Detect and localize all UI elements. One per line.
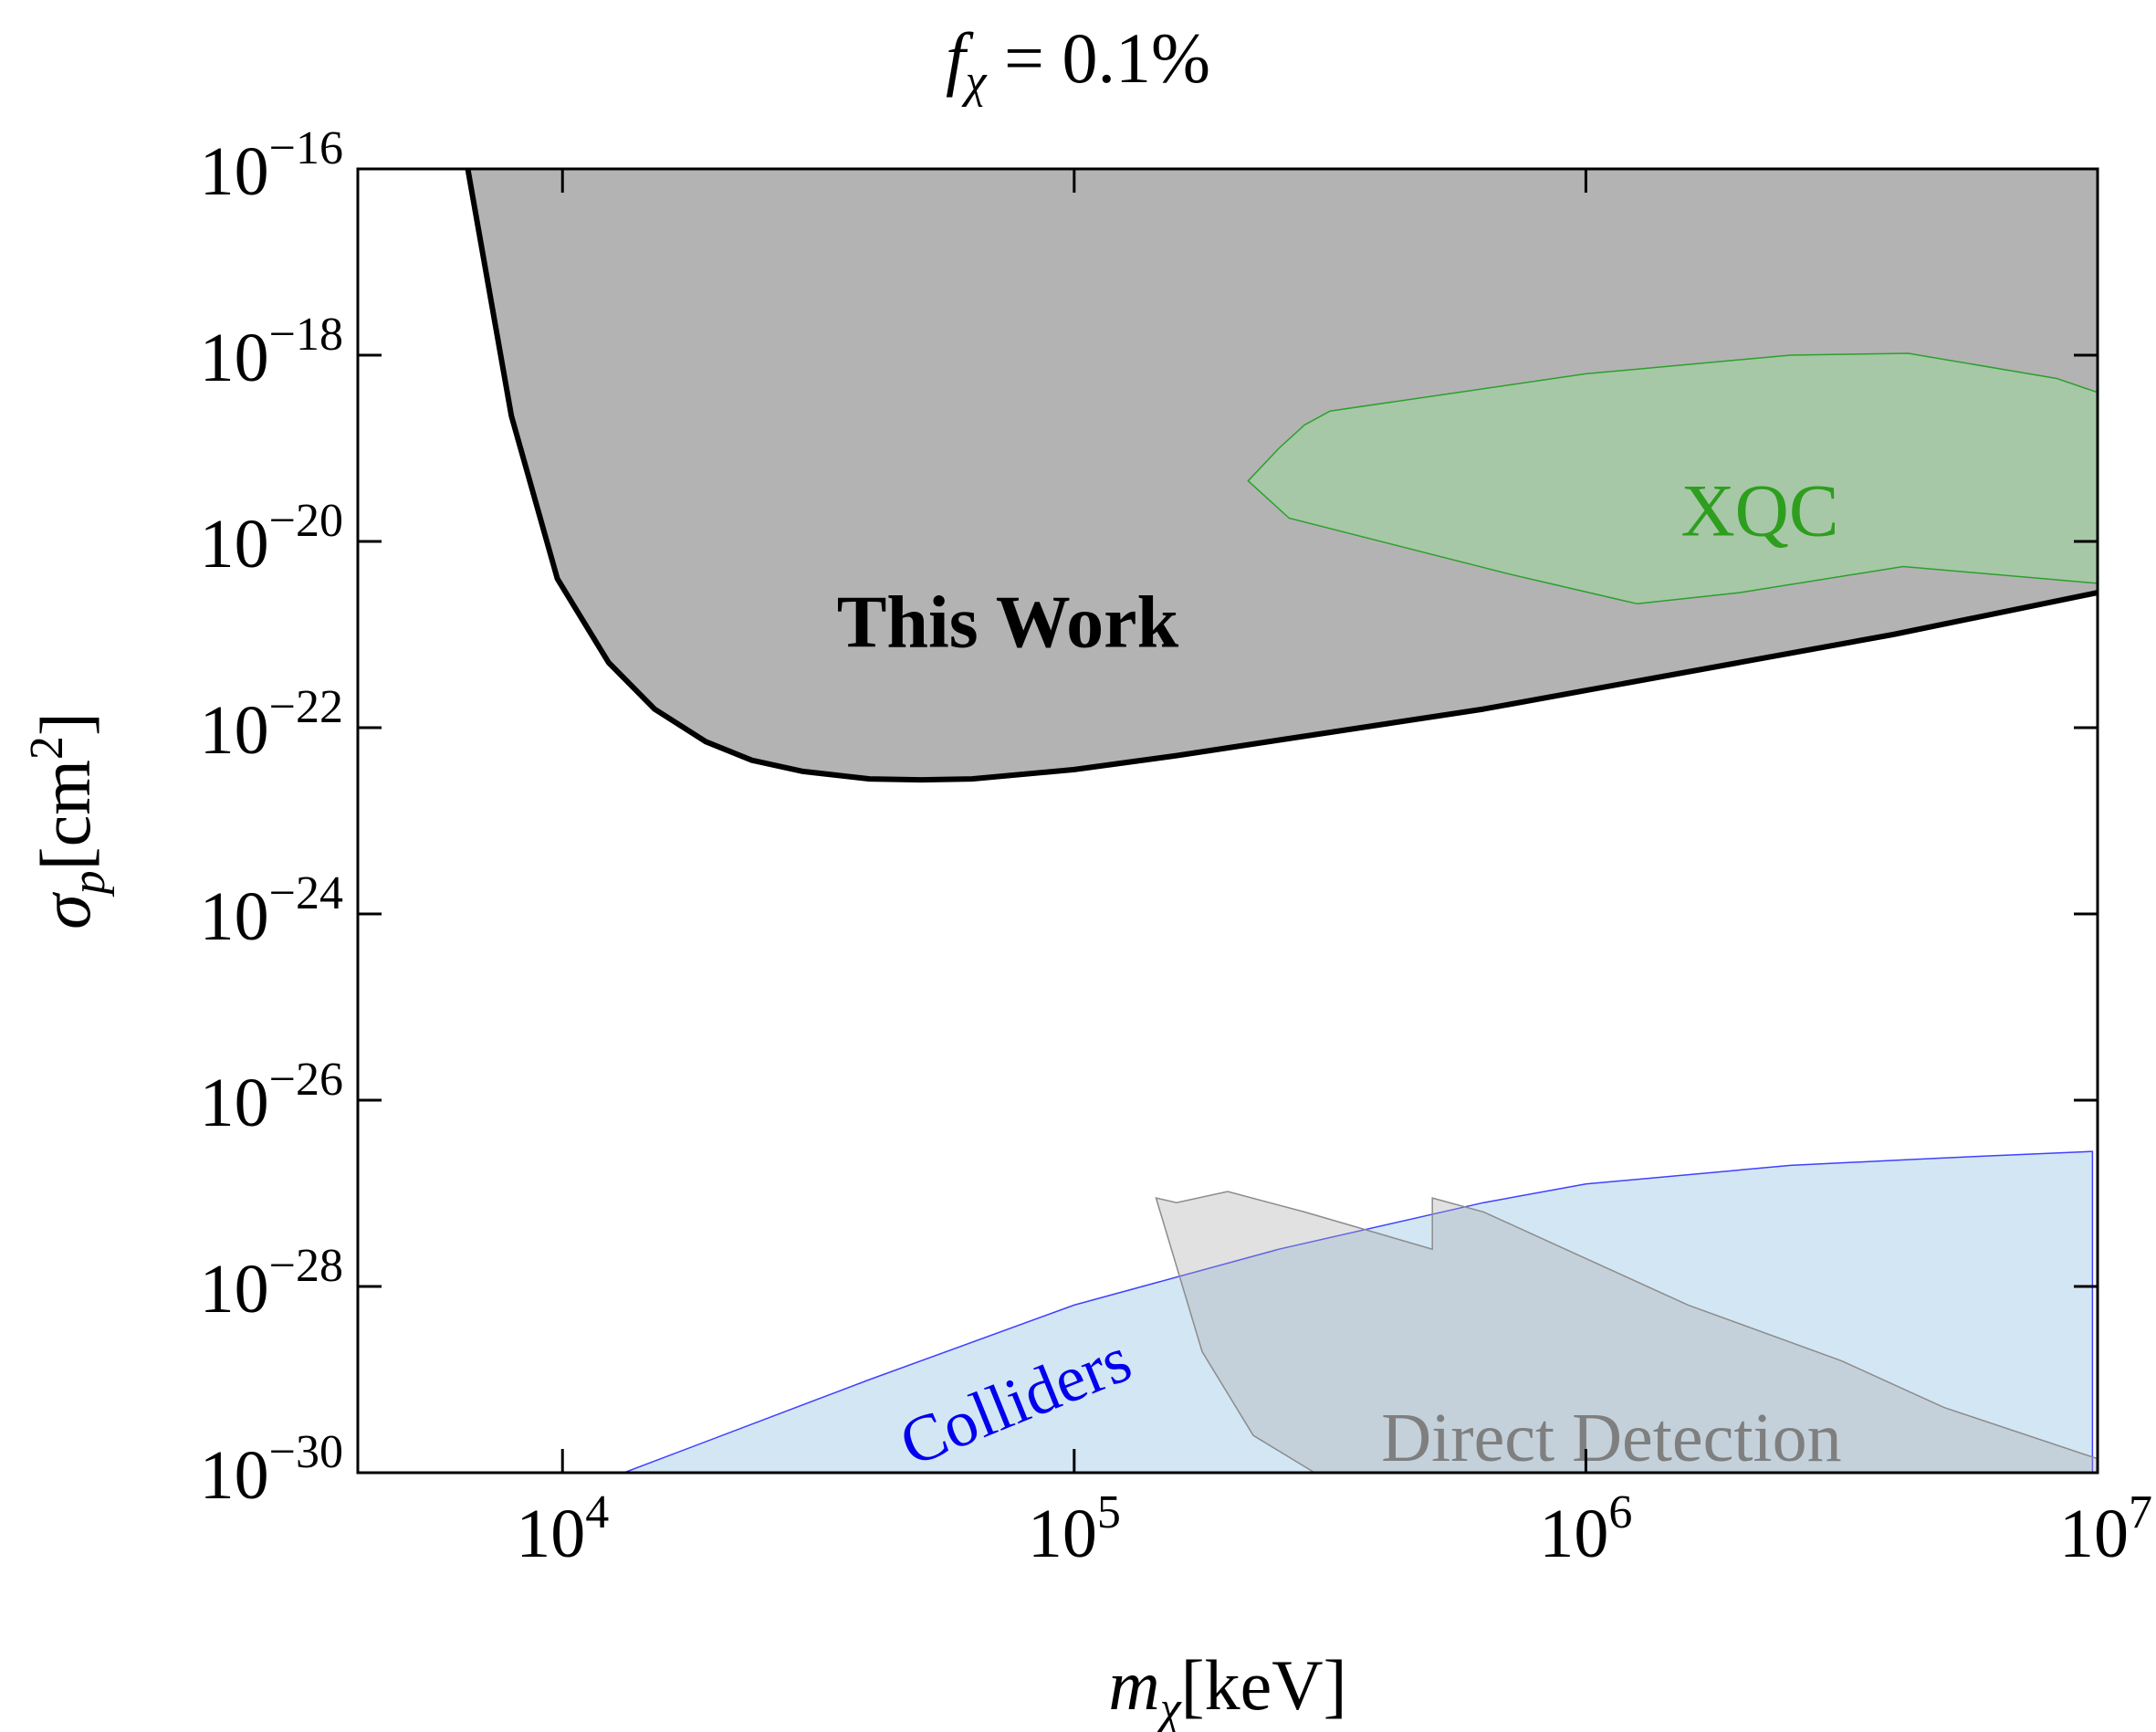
this-work-label: This Work (837, 581, 1179, 664)
y-tick-label: 10−24 (200, 867, 343, 955)
x-axis-label: mχ[keV] (1108, 1645, 1346, 1732)
y-axis-label-var: σ (26, 892, 105, 929)
y-tick-label: 10−18 (200, 309, 343, 396)
x-axis-label-sub: χ (1156, 1683, 1182, 1732)
series-layer (465, 169, 2098, 1473)
y-tick-label: 10−26 (200, 1054, 343, 1141)
ticks-layer: 104 105 106 107 10−16 10−18 10−20 10−22 10−24 10−… (200, 122, 2152, 1572)
y-tick-label: 10−20 (200, 495, 343, 583)
this-work-boundary-line (465, 169, 2098, 783)
y-tick-label: 10−16 (200, 122, 343, 210)
direct-detection-region (1155, 1191, 2098, 1473)
xqc-label: XQC (1680, 468, 1838, 551)
x-tick-label: 106 (1539, 1486, 1632, 1572)
y-tick-label: 10−28 (200, 1240, 343, 1328)
chart-title-sub: χ (961, 56, 988, 108)
x-axis-label-unit: [keV] (1181, 1645, 1347, 1725)
chart-title-rest: = 0.1% (987, 18, 1210, 98)
y-axis-label: σp[cm2] (21, 712, 115, 929)
x-tick-label: 104 (516, 1486, 609, 1572)
plot-frame (356, 167, 2099, 1475)
x-axis-label-var: m (1108, 1645, 1159, 1725)
xqc-region (1247, 352, 2098, 605)
y-axis-label-close: ] (26, 712, 105, 736)
y-tick-label: 10−22 (200, 681, 343, 769)
y-tick-label: 10−30 (200, 1426, 343, 1514)
colliders-region (623, 1150, 2094, 1473)
y-axis-label-unit: [cm (26, 760, 105, 870)
y-axis-label-sup: 2 (21, 736, 73, 760)
x-tick-label: 107 (2059, 1486, 2152, 1572)
y-axis-label-sub: p (63, 870, 115, 897)
x-tick-label: 105 (1028, 1486, 1121, 1572)
direct-detection-label: Direct Detection (1381, 1400, 1841, 1476)
